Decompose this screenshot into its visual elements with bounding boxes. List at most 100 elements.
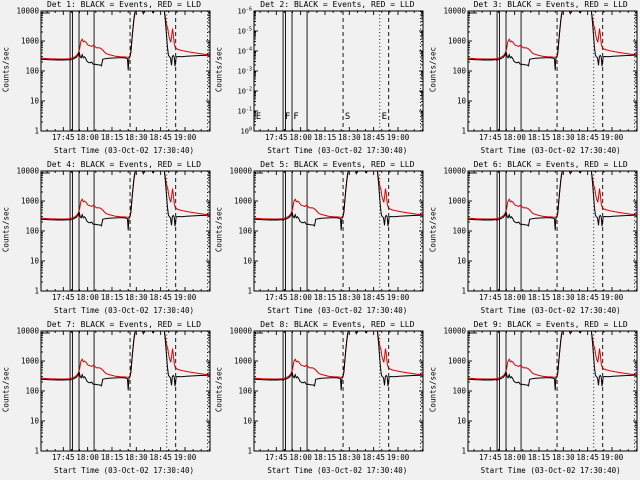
x-tick-label: 18:30 bbox=[552, 133, 575, 142]
x-tick-label: 19:00 bbox=[174, 453, 197, 462]
x-tick-label: 17:45 bbox=[265, 133, 288, 142]
det-8-plot-area: 17:45 18:00 18:15 18:30 18:45 19:00 1 10 100 1000… bbox=[230, 327, 424, 462]
x-tick-label: 18:00 bbox=[503, 453, 526, 462]
x-axis-label: Start Time (03-Oct-02 17:30:40) bbox=[54, 466, 194, 475]
x-tick-label: 19:00 bbox=[387, 453, 410, 462]
y-tick-label: 10-3 bbox=[238, 67, 252, 76]
panel-title: Det 7: BLACK = Events, RED = LLD bbox=[46, 320, 202, 329]
y-tick-label: 10000 bbox=[230, 327, 253, 336]
y-axis-label: Counts/sec bbox=[1, 366, 11, 413]
x-tick-label: 18:45 bbox=[576, 453, 599, 462]
plot-frame bbox=[253, 170, 424, 292]
lld-curve bbox=[254, 170, 424, 220]
y-tick-label: 10 bbox=[243, 256, 253, 265]
y-axis-label: Counts/sec bbox=[428, 366, 438, 413]
y-tick-label: 100 bbox=[452, 387, 466, 396]
y-tick-label: 10-1 bbox=[238, 106, 252, 115]
y-tick-label: 1 bbox=[34, 446, 39, 455]
x-tick-label: 19:00 bbox=[174, 293, 197, 302]
flag-letter: E bbox=[256, 112, 261, 122]
x-tick-label: 18:45 bbox=[363, 133, 386, 142]
det-3-panel: 17:45 18:00 18:15 18:30 18:45 19:00 1 10 100 1000… bbox=[427, 0, 640, 160]
x-tick-label: 18:00 bbox=[290, 453, 313, 462]
x-tick-label: 19:00 bbox=[387, 133, 410, 142]
lld-curve bbox=[40, 10, 211, 60]
y-tick-label: 1000 bbox=[21, 197, 40, 206]
panel-title: Det 6: BLACK = Events, RED = LLD bbox=[473, 160, 628, 169]
x-tick-label: 19:00 bbox=[600, 293, 623, 302]
x-tick-label: 18:30 bbox=[338, 133, 361, 142]
lld-curve bbox=[467, 170, 637, 220]
y-tick-label: 1000 bbox=[448, 197, 467, 206]
plot-frame bbox=[40, 170, 211, 292]
det-1-panel: 17:45 18:00 18:15 18:30 18:45 19:00 1 10 100 1000… bbox=[0, 0, 213, 160]
events-curve bbox=[40, 170, 211, 231]
events-curve bbox=[467, 10, 637, 71]
y-tick-label: 1000 bbox=[234, 357, 253, 366]
x-tick-label: 17:45 bbox=[52, 133, 75, 142]
y-tick-label: 10 bbox=[457, 96, 467, 105]
panel-title: Det 9: BLACK = Events, RED = LLD bbox=[473, 320, 628, 329]
y-tick-label: 100 bbox=[239, 387, 253, 396]
y-tick-label: 100 bbox=[25, 227, 39, 236]
x-tick-label: 18:15 bbox=[527, 453, 550, 462]
events-curve bbox=[40, 10, 211, 71]
x-tick-label: 18:15 bbox=[101, 133, 124, 142]
plot-frame bbox=[467, 330, 638, 452]
y-axis-label: Counts/sec bbox=[1, 46, 11, 93]
x-tick-label: 18:45 bbox=[149, 453, 172, 462]
x-tick-label: 18:30 bbox=[125, 453, 148, 462]
x-tick-label: 18:45 bbox=[363, 293, 386, 302]
y-tick-label: 1000 bbox=[448, 357, 467, 366]
plot-frame bbox=[253, 330, 424, 452]
y-tick-label: 10 bbox=[30, 416, 40, 425]
x-tick-label: 18:00 bbox=[503, 293, 526, 302]
det-1-plot-area: 17:45 18:00 18:15 18:30 18:45 19:00 1 10 100 1000… bbox=[16, 7, 211, 142]
det-5-panel: 17:45 18:00 18:15 18:30 18:45 19:00 1 10 100 1000… bbox=[213, 160, 426, 320]
events-curve bbox=[467, 170, 637, 231]
plot-frame bbox=[467, 170, 638, 292]
x-tick-label: 17:45 bbox=[265, 453, 288, 462]
y-tick-label: 100 bbox=[25, 387, 39, 396]
x-tick-label: 18:45 bbox=[576, 133, 599, 142]
x-tick-label: 17:45 bbox=[52, 293, 75, 302]
x-axis-label: Start Time (03-Oct-02 17:30:40) bbox=[480, 466, 621, 475]
det-8-panel: 17:45 18:00 18:15 18:30 18:45 19:00 1 10 100 1000… bbox=[213, 320, 426, 480]
y-tick-label: 1 bbox=[461, 126, 466, 135]
det-4-panel: 17:45 18:00 18:15 18:30 18:45 19:00 1 10 100 1000… bbox=[0, 160, 213, 320]
plot-frame bbox=[40, 10, 211, 132]
y-tick-label: 1 bbox=[248, 446, 253, 455]
panel-title: Det 8: BLACK = Events, RED = LLD bbox=[260, 320, 415, 329]
x-tick-label: 19:00 bbox=[174, 133, 197, 142]
panel-title: Det 3: BLACK = Events, RED = LLD bbox=[473, 0, 628, 9]
y-axis-label: Counts/sec bbox=[214, 206, 224, 253]
x-tick-label: 17:45 bbox=[265, 293, 288, 302]
y-axis-label: Counts/sec bbox=[1, 206, 11, 253]
x-tick-label: 18:30 bbox=[125, 293, 148, 302]
x-tick-label: 18:15 bbox=[314, 293, 337, 302]
lld-curve bbox=[40, 330, 211, 380]
y-tick-label: 1000 bbox=[448, 37, 467, 46]
flag-letter: F bbox=[285, 112, 290, 122]
x-tick-label: 18:15 bbox=[527, 133, 550, 142]
x-tick-label: 17:45 bbox=[479, 453, 502, 462]
x-tick-label: 18:30 bbox=[125, 133, 148, 142]
x-tick-label: 17:45 bbox=[479, 133, 502, 142]
plot-frame bbox=[40, 330, 211, 452]
y-tick-label: 1 bbox=[248, 286, 253, 295]
lld-curve bbox=[467, 330, 637, 380]
x-tick-label: 18:15 bbox=[314, 133, 337, 142]
y-tick-label: 10 bbox=[30, 256, 40, 265]
x-tick-label: 19:00 bbox=[600, 453, 623, 462]
events-curve bbox=[254, 170, 424, 231]
x-tick-label: 18:30 bbox=[552, 453, 575, 462]
det-3-plot-area: 17:45 18:00 18:15 18:30 18:45 19:00 1 10 100 1000… bbox=[443, 7, 638, 142]
x-tick-label: 18:15 bbox=[314, 453, 337, 462]
y-tick-label: 1000 bbox=[234, 197, 253, 206]
panel-title: Det 5: BLACK = Events, RED = LLD bbox=[260, 160, 415, 169]
y-tick-label: 1 bbox=[34, 126, 39, 135]
y-tick-label: 10 bbox=[243, 416, 253, 425]
y-tick-label: 10 bbox=[457, 256, 467, 265]
y-tick-label: 10-2 bbox=[238, 86, 252, 95]
x-tick-label: 18:30 bbox=[338, 453, 361, 462]
